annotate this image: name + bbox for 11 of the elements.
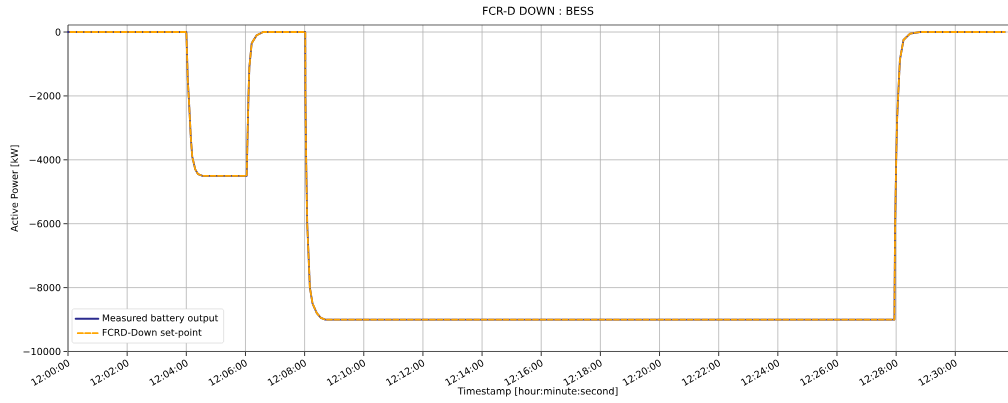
y-tick-label: −4000 <box>29 156 61 164</box>
y-tick-label: −6000 <box>29 220 61 228</box>
y-tick-label: −2000 <box>29 92 61 100</box>
legend-label: FCRD-Down set-point <box>102 328 202 338</box>
x-axis-title: Timestamp [hour:minute:second] <box>457 387 618 397</box>
chart-title: FCR-D DOWN : BESS <box>483 6 594 15</box>
y-tick-label: −8000 <box>29 283 61 292</box>
legend-label: Measured battery output <box>102 314 219 324</box>
y-axis-title: Active Power [kW] <box>10 145 20 232</box>
y-tick-label: −10000 <box>23 347 61 356</box>
y-tick-label: 0 <box>55 28 61 36</box>
